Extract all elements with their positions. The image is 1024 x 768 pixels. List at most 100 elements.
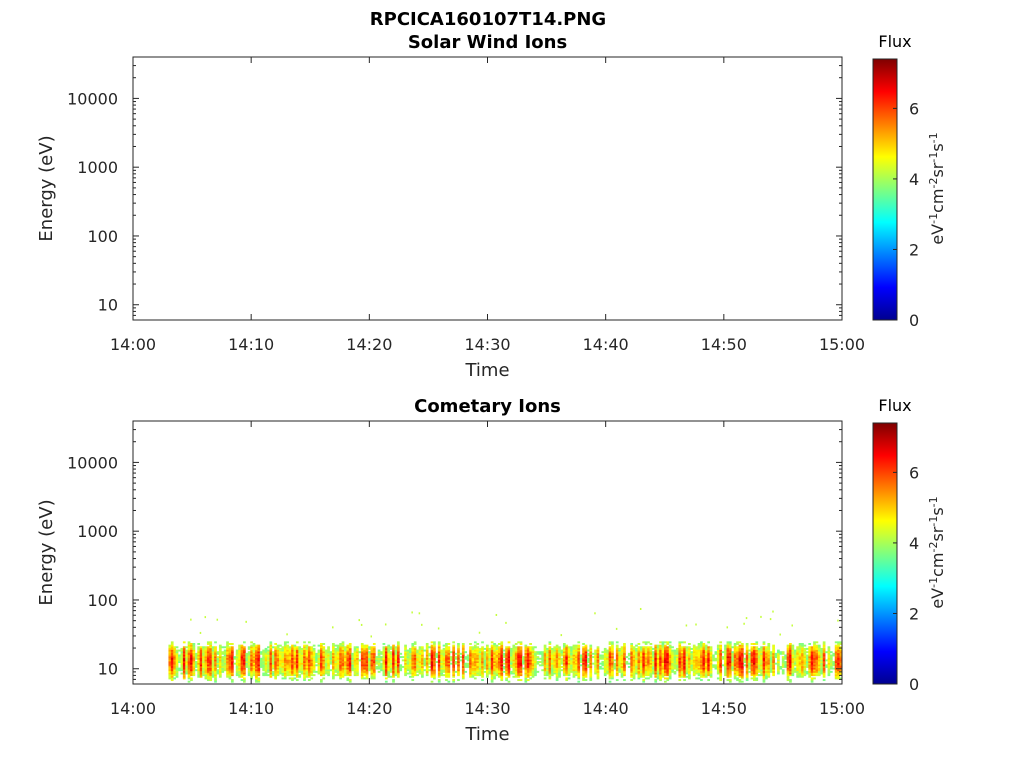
heatmap-cell bbox=[320, 680, 323, 683]
heatmap-cell bbox=[384, 669, 388, 672]
heatmap-cell bbox=[418, 657, 422, 660]
heatmap-cell bbox=[279, 654, 282, 657]
heatmap-cell bbox=[548, 641, 552, 644]
heatmap-cell bbox=[324, 670, 328, 673]
heatmap-cell bbox=[175, 667, 179, 670]
heatmap-cell bbox=[396, 669, 400, 672]
heatmap-cell bbox=[531, 661, 535, 663]
heatmap-cell bbox=[252, 669, 256, 672]
heatmap-cell bbox=[642, 672, 646, 675]
heatmap-cell bbox=[728, 654, 732, 657]
heatmap-cell bbox=[498, 659, 501, 662]
heatmap-cell bbox=[726, 646, 730, 649]
heatmap-cell bbox=[822, 657, 826, 660]
heatmap-cell bbox=[490, 644, 494, 647]
heatmap-cell bbox=[396, 661, 400, 663]
heatmap-cell bbox=[562, 670, 566, 673]
heatmap-cell bbox=[642, 657, 646, 660]
heatmap-cell bbox=[546, 649, 549, 652]
heatmap-cell bbox=[452, 675, 456, 678]
heatmap-cell bbox=[363, 656, 367, 659]
heatmap-cell bbox=[514, 652, 518, 655]
heatmap-cell bbox=[615, 669, 619, 672]
heatmap-cell bbox=[320, 649, 323, 652]
heatmap-cell bbox=[368, 654, 371, 657]
heatmap-cell bbox=[394, 654, 398, 657]
heatmap-cell bbox=[594, 667, 597, 670]
heatmap-cell bbox=[295, 657, 299, 660]
heatmap-cell bbox=[493, 649, 496, 652]
heatmap-cell bbox=[707, 659, 710, 662]
heatmap-cell bbox=[668, 644, 672, 647]
heatmap-cell bbox=[305, 670, 309, 673]
heatmap-cell bbox=[676, 665, 679, 668]
heatmap-cell bbox=[676, 656, 679, 659]
heatmap-cell bbox=[755, 654, 759, 657]
heatmap-cell bbox=[206, 643, 210, 645]
heatmap-cell bbox=[423, 662, 427, 665]
heatmap-cell bbox=[813, 662, 816, 665]
heatmap-cell bbox=[786, 679, 790, 682]
heatmap-cell bbox=[661, 674, 665, 677]
heatmap-cell bbox=[510, 647, 513, 650]
heatmap-cell bbox=[423, 649, 427, 652]
heatmap-cell bbox=[659, 674, 662, 677]
heatmap-cell bbox=[192, 672, 196, 675]
heatmap-cell bbox=[700, 669, 703, 672]
heatmap-cell bbox=[505, 665, 508, 668]
heatmap-cell bbox=[606, 669, 609, 672]
heatmap-cell bbox=[567, 662, 571, 665]
heatmap-cell bbox=[659, 649, 662, 652]
heatmap-cell bbox=[719, 644, 723, 647]
heatmap-cell bbox=[565, 672, 569, 675]
heatmap-cell bbox=[663, 662, 667, 665]
heatmap-cell bbox=[221, 652, 225, 655]
heatmap-cell bbox=[623, 665, 626, 668]
heatmap-cell bbox=[382, 646, 386, 649]
heatmap-cell bbox=[683, 659, 686, 662]
heatmap-cell bbox=[837, 661, 840, 663]
heatmap-cell bbox=[493, 672, 496, 675]
heatmap-cell bbox=[560, 661, 564, 663]
heatmap-cell bbox=[623, 657, 626, 660]
heatmap-cell bbox=[731, 667, 735, 670]
heatmap-cell bbox=[353, 669, 357, 672]
heatmap-cell bbox=[762, 652, 766, 655]
heatmap-cell bbox=[808, 667, 812, 670]
heatmap-cell bbox=[596, 659, 600, 662]
heatmap-cell bbox=[726, 665, 730, 668]
heatmap-cell bbox=[353, 656, 357, 659]
heatmap-cell bbox=[524, 667, 528, 670]
heatmap-cell bbox=[642, 665, 646, 668]
heatmap-cell bbox=[558, 665, 561, 668]
heatmap-cell bbox=[327, 664, 330, 667]
heatmap-cell bbox=[394, 649, 398, 652]
heatmap-cell bbox=[791, 652, 795, 655]
heatmap-cell bbox=[738, 644, 742, 647]
heatmap-cell bbox=[202, 657, 205, 660]
heatmap-cell bbox=[594, 652, 597, 655]
heatmap-cell bbox=[716, 662, 720, 665]
heatmap-cell bbox=[574, 659, 578, 662]
heatmap-cell bbox=[310, 674, 314, 677]
heatmap-cell bbox=[252, 672, 256, 675]
heatmap-cell bbox=[505, 652, 508, 655]
heatmap-cell bbox=[774, 656, 778, 659]
heatmap-cell bbox=[577, 670, 581, 673]
heatmap-cell bbox=[274, 670, 277, 673]
heatmap-cell bbox=[647, 672, 650, 675]
heatmap-cell bbox=[488, 665, 492, 668]
heatmap-cell bbox=[654, 669, 658, 672]
heatmap-cell bbox=[753, 647, 756, 650]
heatmap-cell bbox=[433, 641, 436, 644]
heatmap-cell bbox=[702, 644, 706, 647]
heatmap-cell bbox=[332, 647, 335, 650]
heatmap-cell bbox=[801, 654, 804, 657]
heatmap-cell bbox=[649, 674, 653, 677]
heatmap-cell bbox=[793, 670, 797, 673]
heatmap-cell bbox=[498, 672, 501, 675]
heatmap-cell bbox=[635, 670, 638, 673]
heatmap-cell bbox=[709, 674, 713, 677]
heatmap-cell bbox=[461, 652, 465, 655]
heatmap-cell bbox=[442, 659, 446, 662]
